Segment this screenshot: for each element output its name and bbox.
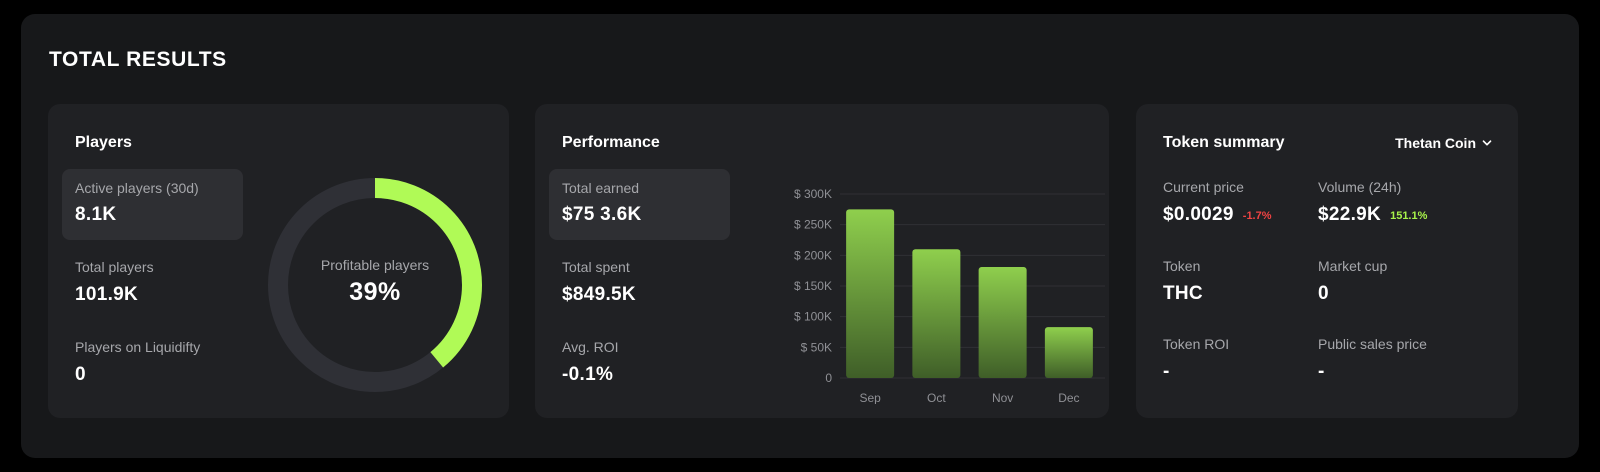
stat-label: Active players (30d) — [75, 180, 199, 196]
page-title: TOTAL RESULTS — [49, 48, 227, 71]
stat-value: $75 3.6K — [562, 204, 642, 225]
token-summary-panel: Token summary Thetan Coin Current price … — [1136, 104, 1518, 418]
performance-panel: Performance Total earned $75 3.6K Total … — [535, 104, 1109, 418]
token-panel-title: Token summary — [1163, 134, 1285, 151]
stat-value: 101.9K — [75, 284, 139, 305]
stat-label: Token — [1163, 258, 1201, 274]
stat-label: Market cup — [1318, 258, 1388, 274]
stat-label: Avg. ROI — [562, 339, 619, 355]
y-tick-label: $ 300K — [794, 187, 832, 201]
donut-value: 39% — [349, 278, 401, 306]
y-tick-label: $ 100K — [794, 310, 832, 324]
total-results-card: TOTAL RESULTS Players Active players (30… — [21, 14, 1579, 458]
y-tick-label: $ 250K — [794, 218, 832, 232]
stat-value: THC — [1163, 283, 1203, 304]
stat-value: - — [1318, 361, 1325, 382]
stat-value-text: $0.0029 — [1163, 204, 1234, 225]
stat-label: Current price — [1163, 179, 1244, 195]
active-players-stat: Active players (30d) 8.1K — [62, 169, 243, 240]
donut-arc — [268, 178, 482, 392]
stat-label: Total spent — [562, 259, 630, 275]
performance-panel-title: Performance — [562, 134, 660, 151]
stat-value: 8.1K — [75, 204, 117, 225]
stat-label: Volume (24h) — [1318, 179, 1402, 195]
chevron-down-icon — [1482, 140, 1492, 146]
y-tick-label: $ 200K — [794, 248, 832, 262]
monthly-bar-chart: 0 $ 50K $ 100K $ 150K $ 200K $ 250K $ 300K Sep O… — [755, 174, 1105, 405]
profitable-players-donut: Profitable players 39% — [266, 176, 484, 394]
total-earned-stat: Total earned $75 3.6K — [549, 169, 730, 240]
token-selector-dropdown[interactable]: Thetan Coin — [1395, 135, 1492, 151]
token-selector-label: Thetan Coin — [1395, 135, 1476, 151]
stat-label: Total earned — [562, 180, 640, 196]
stat-label: Players on Liquidifty — [75, 339, 201, 355]
bar-sep[interactable] — [846, 209, 895, 378]
donut-label: Profitable players — [320, 257, 430, 273]
stat-value: $849.5K — [562, 284, 636, 305]
players-panel-title: Players — [75, 134, 132, 151]
x-tick-label: Dec — [1058, 391, 1079, 404]
y-tick-label: $ 50K — [801, 340, 832, 354]
bar-nov[interactable] — [978, 266, 1027, 378]
y-tick-label: $ 150K — [794, 279, 832, 293]
stat-value: 0 — [75, 364, 86, 385]
stat-label: Token ROI — [1163, 336, 1230, 352]
players-panel: Players Active players (30d) 8.1K Total … — [48, 104, 509, 418]
x-tick-label: Oct — [927, 391, 946, 404]
stat-label: Public sales price — [1318, 336, 1427, 352]
stat-value-text: $22.9K — [1318, 204, 1382, 225]
x-tick-label: Sep — [859, 391, 881, 404]
y-tick-label: 0 — [825, 371, 832, 385]
stat-value: $22.9K 151.1% — [1318, 204, 1427, 226]
x-tick-label: Nov — [992, 391, 1013, 404]
bar-dec[interactable] — [1044, 327, 1093, 378]
stat-value: 0 — [1318, 283, 1329, 304]
stat-value: $0.0029 -1.7% — [1163, 204, 1272, 226]
bar-oct[interactable] — [912, 249, 961, 378]
stat-label: Total players — [75, 259, 154, 275]
stat-value: - — [1163, 361, 1170, 382]
price-change-badge: -1.7% — [1242, 210, 1272, 222]
stat-value: -0.1% — [562, 364, 614, 385]
volume-change-badge: 151.1% — [1390, 210, 1428, 222]
